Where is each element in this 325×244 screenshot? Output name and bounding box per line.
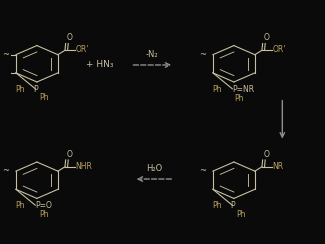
Text: H₂O: H₂O xyxy=(146,164,162,173)
Text: ~: ~ xyxy=(3,50,9,59)
Text: ~: ~ xyxy=(200,166,206,175)
Text: O: O xyxy=(264,150,269,159)
Text: NR: NR xyxy=(272,162,283,171)
Text: ~: ~ xyxy=(3,166,9,175)
Text: Ph: Ph xyxy=(16,85,25,94)
Text: Ph: Ph xyxy=(213,85,222,94)
Text: P: P xyxy=(230,201,235,210)
Text: ~: ~ xyxy=(200,50,206,59)
Text: O: O xyxy=(67,150,72,159)
Text: O: O xyxy=(264,33,269,42)
Text: Ph: Ph xyxy=(39,210,49,219)
Text: -N₂: -N₂ xyxy=(146,50,159,59)
Text: + HN₃: + HN₃ xyxy=(86,61,114,70)
Text: P=NR: P=NR xyxy=(233,85,255,94)
Text: OR': OR' xyxy=(75,45,89,54)
Text: Ph: Ph xyxy=(39,93,49,102)
Text: Ph: Ph xyxy=(213,201,222,210)
Text: NHR: NHR xyxy=(75,162,92,171)
Text: Ph: Ph xyxy=(16,201,25,210)
Text: P=O: P=O xyxy=(36,201,53,210)
Text: OR': OR' xyxy=(272,45,286,54)
Text: Ph: Ph xyxy=(235,94,244,103)
Text: P: P xyxy=(33,85,38,94)
Text: O: O xyxy=(67,33,72,42)
Text: Ph: Ph xyxy=(236,210,246,219)
